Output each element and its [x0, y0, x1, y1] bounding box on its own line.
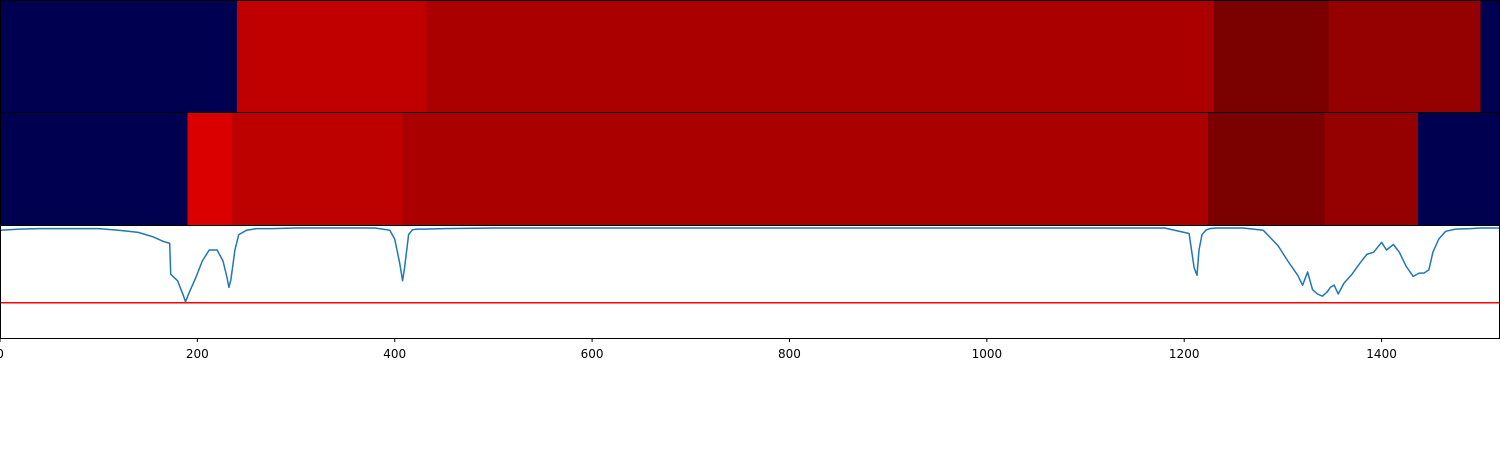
x-tick-label: 1200	[1169, 347, 1200, 361]
series-line	[0, 227, 1500, 303]
x-tick-label: 600	[581, 347, 604, 361]
heatmap-segment	[0, 113, 188, 225]
heatmap-segment	[231, 113, 403, 225]
heatmap-segment	[1480, 1, 1500, 112]
heatmap-segment	[187, 113, 232, 225]
x-axis: 0 200 400 600 800 1000 1200 1400	[0, 338, 1397, 361]
heatmap-panel-middle	[0, 112, 1500, 226]
x-tick-label: 200	[186, 347, 209, 361]
heatmap-segment	[0, 1, 237, 112]
heatmap-segment	[1328, 1, 1481, 112]
heatmap-segment	[1207, 113, 1325, 225]
x-tick-label: 1400	[1366, 347, 1397, 361]
x-tick-label: 0	[0, 347, 4, 361]
heatmap-segment	[426, 1, 1214, 112]
heatmap-segment	[1213, 1, 1329, 112]
heatmap-panel-top	[0, 0, 1500, 113]
x-tick-label: 800	[778, 347, 801, 361]
line-panel	[0, 225, 1500, 339]
heatmap-segment	[402, 113, 1208, 225]
heatmap-segment	[236, 1, 427, 112]
heatmap-segment	[1418, 113, 1500, 225]
heatmap-segment	[1324, 113, 1419, 225]
x-tick-label: 1000	[972, 347, 1003, 361]
x-tick-label: 400	[383, 347, 406, 361]
line-panel-background	[0, 226, 1500, 338]
